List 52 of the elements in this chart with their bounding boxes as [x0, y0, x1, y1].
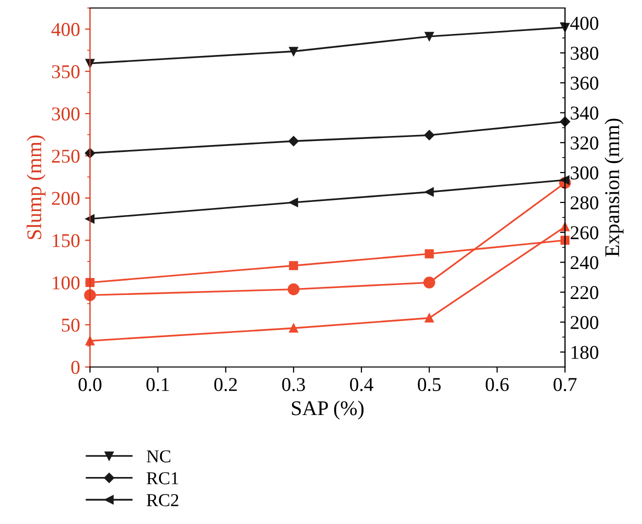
- point: [85, 214, 95, 224]
- y2-tick-label: 300: [570, 166, 598, 180]
- y-tick-label: 350: [52, 65, 80, 78]
- y-tick-label: 0: [71, 360, 80, 374]
- x-tick-label: 0.2: [214, 378, 237, 392]
- point: [424, 249, 434, 258]
- point: [424, 130, 434, 140]
- x-tick-label: 0.4: [350, 378, 374, 392]
- y-tick-label: 400: [51, 22, 80, 36]
- y-tick-label: 150: [52, 234, 80, 248]
- y2-tick-label: 280: [570, 196, 598, 210]
- point: [84, 289, 96, 302]
- y-tick-label: 100: [52, 276, 80, 290]
- legend-label: RC1: [146, 472, 178, 484]
- point: [424, 187, 434, 196]
- point: [424, 32, 434, 41]
- x-tick-label: 0.1: [146, 378, 169, 392]
- y-axis-title: Slump (mm): [26, 135, 46, 240]
- y-tick-label: 50: [62, 318, 80, 332]
- point: [560, 176, 570, 185]
- point: [289, 198, 298, 207]
- y2-tick-label: 180: [572, 346, 598, 359]
- y-tick-label: 200: [52, 192, 80, 205]
- point: [289, 261, 298, 270]
- y-tick-label: 300: [52, 107, 80, 121]
- y2-tick-label: 240: [570, 256, 598, 270]
- y2-tick-label: 220: [570, 286, 598, 300]
- y-tick-label: 250: [52, 150, 80, 163]
- point: [288, 136, 299, 146]
- legend-label: NC: [146, 450, 170, 462]
- y2-axis-title: Expansion (mm): [604, 118, 624, 257]
- x-axis-title: SAP (%): [292, 400, 364, 420]
- y2-tick-label: 360: [570, 76, 598, 90]
- y2-tick-label: 340: [570, 106, 598, 120]
- x-tick-label: 0.6: [486, 378, 509, 392]
- y2-tick-label: 260: [570, 226, 598, 240]
- x-tick-label: 0.3: [282, 378, 305, 392]
- legend-label: RC2: [146, 494, 178, 506]
- x-tick-label: 0.7: [554, 378, 577, 392]
- point: [288, 283, 300, 296]
- point: [85, 278, 95, 288]
- point: [289, 46, 298, 56]
- y2-tick-label: 380: [570, 46, 598, 60]
- point: [424, 313, 434, 323]
- y2-tick-label: 400: [570, 16, 598, 30]
- point: [423, 276, 436, 288]
- y2-tick-label: 320: [570, 136, 598, 150]
- y2-tick-label: 200: [570, 316, 598, 330]
- point: [289, 324, 298, 333]
- x-tick-label: 0.0: [78, 378, 102, 392]
- point: [560, 236, 570, 245]
- x-tick-label: 0.5: [418, 378, 441, 392]
